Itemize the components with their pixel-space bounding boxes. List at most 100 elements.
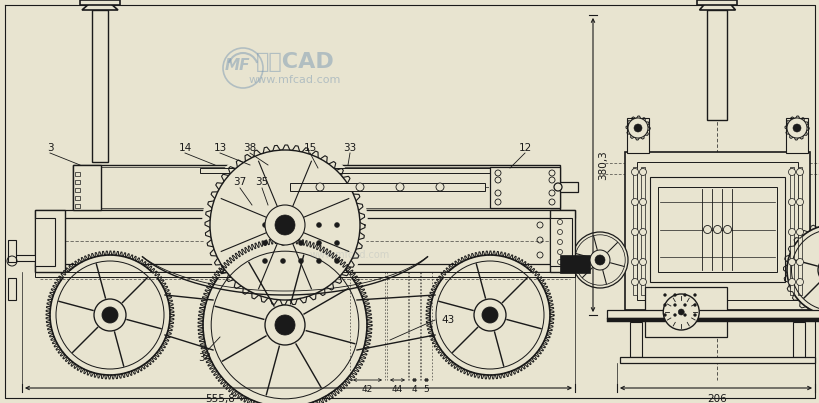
Circle shape bbox=[677, 309, 683, 315]
Text: 42: 42 bbox=[361, 385, 373, 394]
Bar bbox=[200, 168, 519, 173]
Circle shape bbox=[795, 168, 803, 175]
Circle shape bbox=[355, 183, 364, 191]
Bar bbox=[789, 167, 793, 295]
Circle shape bbox=[633, 124, 641, 132]
Circle shape bbox=[693, 314, 695, 316]
Circle shape bbox=[298, 241, 303, 245]
Circle shape bbox=[788, 258, 794, 266]
Circle shape bbox=[786, 118, 806, 138]
Bar bbox=[75, 172, 80, 176]
Circle shape bbox=[396, 183, 404, 191]
Circle shape bbox=[795, 199, 803, 206]
Polygon shape bbox=[82, 3, 118, 10]
Bar bbox=[627, 118, 648, 153]
Circle shape bbox=[595, 255, 604, 265]
Bar bbox=[640, 167, 645, 295]
Circle shape bbox=[672, 303, 676, 307]
Circle shape bbox=[817, 256, 819, 284]
Circle shape bbox=[683, 293, 686, 297]
Circle shape bbox=[693, 293, 695, 297]
Text: www.mfcad.com: www.mfcad.com bbox=[310, 250, 390, 260]
Circle shape bbox=[203, 243, 367, 403]
Circle shape bbox=[672, 314, 676, 316]
Circle shape bbox=[334, 241, 339, 245]
Circle shape bbox=[50, 255, 170, 375]
Bar bbox=[35, 264, 574, 272]
Bar bbox=[75, 180, 80, 184]
Circle shape bbox=[627, 118, 647, 138]
Circle shape bbox=[663, 294, 699, 330]
Bar bbox=[550, 218, 572, 266]
Polygon shape bbox=[699, 3, 735, 10]
Bar bbox=[35, 210, 65, 272]
Text: 380,3: 380,3 bbox=[597, 150, 607, 180]
Circle shape bbox=[316, 258, 321, 264]
Circle shape bbox=[792, 124, 800, 132]
Circle shape bbox=[298, 258, 303, 264]
Text: 沐风CAD: 沐风CAD bbox=[256, 52, 334, 72]
Bar bbox=[697, 0, 736, 5]
Text: MF: MF bbox=[224, 58, 250, 73]
Circle shape bbox=[713, 226, 721, 233]
Circle shape bbox=[683, 303, 686, 307]
Circle shape bbox=[315, 183, 324, 191]
Circle shape bbox=[280, 241, 285, 245]
Bar bbox=[92, 10, 108, 162]
Text: 15: 15 bbox=[303, 143, 316, 153]
Circle shape bbox=[663, 293, 666, 297]
Bar bbox=[8, 255, 38, 261]
Text: 12: 12 bbox=[518, 143, 531, 153]
Text: 555,8: 555,8 bbox=[205, 394, 235, 403]
Circle shape bbox=[274, 315, 295, 335]
Bar bbox=[707, 10, 726, 120]
Circle shape bbox=[663, 314, 666, 316]
Bar bbox=[606, 318, 819, 322]
Circle shape bbox=[683, 314, 686, 316]
Circle shape bbox=[590, 250, 609, 270]
Text: 5: 5 bbox=[423, 385, 429, 394]
Circle shape bbox=[639, 278, 645, 285]
Text: 38: 38 bbox=[243, 143, 256, 153]
Circle shape bbox=[672, 293, 676, 297]
Text: 3: 3 bbox=[47, 143, 53, 153]
Circle shape bbox=[639, 199, 645, 206]
Circle shape bbox=[722, 226, 731, 233]
Circle shape bbox=[639, 258, 645, 266]
Bar bbox=[76, 167, 556, 208]
Text: 33: 33 bbox=[343, 143, 356, 153]
Circle shape bbox=[298, 222, 303, 228]
Circle shape bbox=[210, 150, 360, 300]
Circle shape bbox=[554, 183, 561, 191]
Text: 44: 44 bbox=[391, 385, 403, 394]
Circle shape bbox=[795, 258, 803, 266]
Circle shape bbox=[631, 199, 638, 206]
Circle shape bbox=[436, 183, 443, 191]
Circle shape bbox=[334, 222, 339, 228]
Bar bbox=[629, 322, 641, 357]
Circle shape bbox=[572, 232, 627, 288]
Circle shape bbox=[786, 225, 819, 315]
Bar bbox=[490, 167, 559, 208]
Bar bbox=[606, 310, 819, 318]
Bar bbox=[636, 162, 797, 300]
Bar bbox=[8, 240, 16, 262]
Bar bbox=[73, 165, 101, 210]
Circle shape bbox=[262, 258, 267, 264]
Circle shape bbox=[631, 278, 638, 285]
Bar bbox=[75, 188, 80, 192]
Circle shape bbox=[639, 229, 645, 235]
Bar bbox=[649, 177, 784, 282]
Circle shape bbox=[795, 229, 803, 235]
Circle shape bbox=[703, 226, 711, 233]
Text: 43: 43 bbox=[441, 315, 454, 325]
Bar bbox=[73, 165, 559, 210]
Circle shape bbox=[265, 305, 305, 345]
Bar bbox=[8, 278, 16, 300]
Text: 4: 4 bbox=[411, 385, 417, 394]
Circle shape bbox=[473, 299, 505, 331]
Bar bbox=[75, 196, 80, 200]
Circle shape bbox=[262, 241, 267, 245]
Circle shape bbox=[94, 299, 126, 331]
Circle shape bbox=[663, 303, 666, 307]
